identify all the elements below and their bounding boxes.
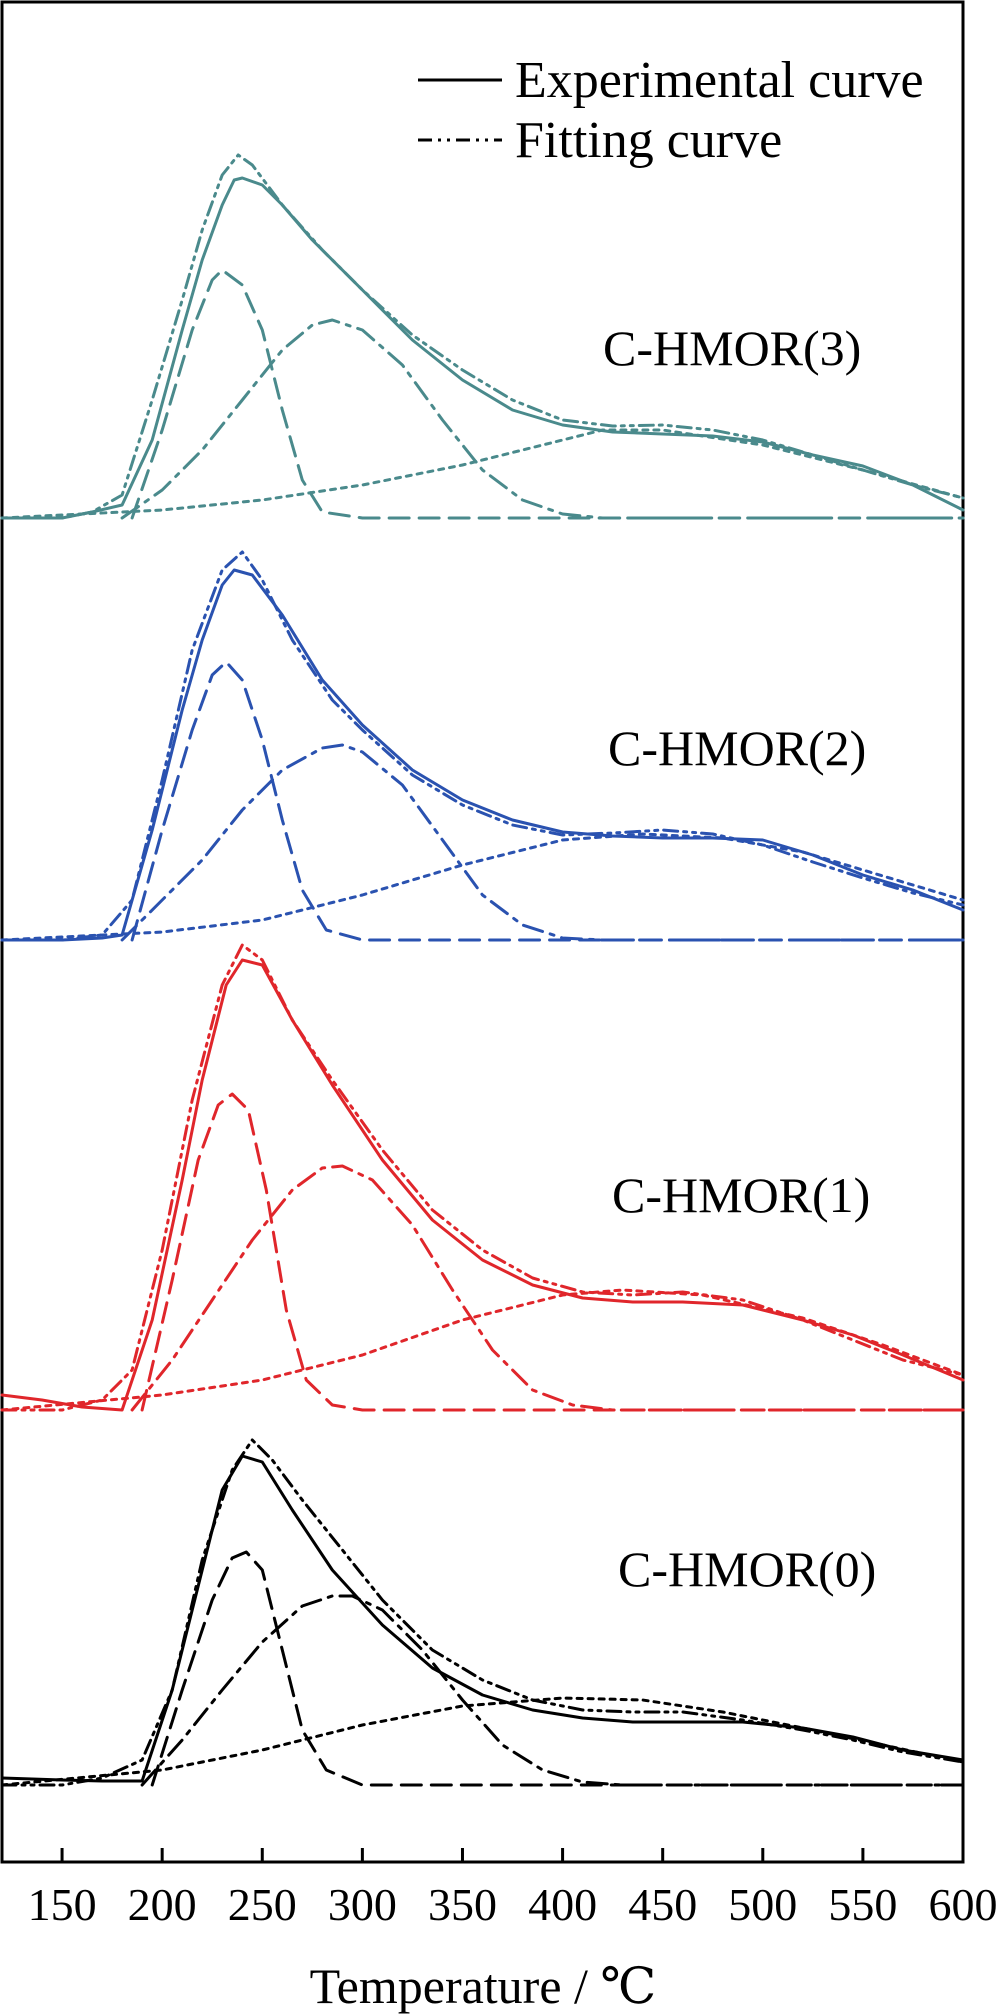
c-hmor-1-component-dashed-0 bbox=[140, 1092, 965, 1412]
series-layer bbox=[0, 153, 965, 1787]
series-label-c-hmor-2: C-HMOR(2) bbox=[608, 720, 866, 776]
c-hmor-0-component-dash-dot-1 bbox=[140, 1594, 965, 1787]
c-hmor-2-experimental-curve bbox=[0, 568, 965, 942]
c-hmor-3-component-dash-dot-1 bbox=[120, 318, 965, 520]
x-tick-label-400: 400 bbox=[528, 1879, 597, 1930]
legend-label-fitting: Fitting curve bbox=[515, 112, 782, 169]
plot-frame bbox=[0, 0, 965, 1864]
series-c-hmor-2 bbox=[0, 550, 965, 942]
c-hmor-3-component-dotted-2 bbox=[0, 428, 965, 520]
series-label-c-hmor-1: C-HMOR(1) bbox=[612, 1167, 870, 1223]
x-axis-title: Temperature / ℃ bbox=[310, 1958, 657, 2014]
c-hmor-2-component-dotted-2 bbox=[0, 832, 965, 942]
x-tick-label-150: 150 bbox=[28, 1879, 97, 1930]
c-hmor-1-fitting-curve bbox=[0, 943, 965, 1412]
c-hmor-3-component-dashed-0 bbox=[130, 268, 965, 520]
legend: Experimental curve Fitting curve bbox=[418, 52, 924, 169]
series-label-c-hmor-0: C-HMOR(0) bbox=[618, 1541, 876, 1597]
x-tick-label-550: 550 bbox=[828, 1879, 897, 1930]
c-hmor-2-fitting-curve bbox=[0, 550, 965, 942]
c-hmor-3-experimental-curve bbox=[0, 176, 965, 520]
x-tick-label-350: 350 bbox=[428, 1879, 497, 1930]
c-hmor-1-component-dash-dot-1 bbox=[130, 1164, 965, 1412]
c-hmor-2-component-dashed-0 bbox=[130, 660, 965, 942]
c-hmor-2-component-dash-dot-1 bbox=[120, 743, 965, 942]
series-c-hmor-1 bbox=[0, 943, 965, 1412]
c-hmor-1-experimental-curve bbox=[0, 958, 965, 1412]
c-hmor-0-component-dashed-0 bbox=[150, 1550, 965, 1787]
c-hmor-0-experimental-curve bbox=[0, 1454, 965, 1783]
x-tick-label-600: 600 bbox=[929, 1879, 998, 1930]
series-label-c-hmor-3: C-HMOR(3) bbox=[603, 320, 861, 376]
x-tick-label-500: 500 bbox=[728, 1879, 797, 1930]
series-c-hmor-0 bbox=[0, 1438, 965, 1787]
x-tick-label-200: 200 bbox=[128, 1879, 197, 1930]
x-axis: 150 200 250 300 350 400 450 500 550 600 bbox=[28, 1848, 998, 1930]
x-tick-label-250: 250 bbox=[228, 1879, 297, 1930]
c-hmor-0-fitting-curve bbox=[0, 1438, 965, 1787]
x-tick-label-300: 300 bbox=[328, 1879, 397, 1930]
x-tick-label-450: 450 bbox=[628, 1879, 697, 1930]
series-c-hmor-3 bbox=[0, 153, 965, 520]
legend-label-experimental: Experimental curve bbox=[515, 52, 924, 109]
